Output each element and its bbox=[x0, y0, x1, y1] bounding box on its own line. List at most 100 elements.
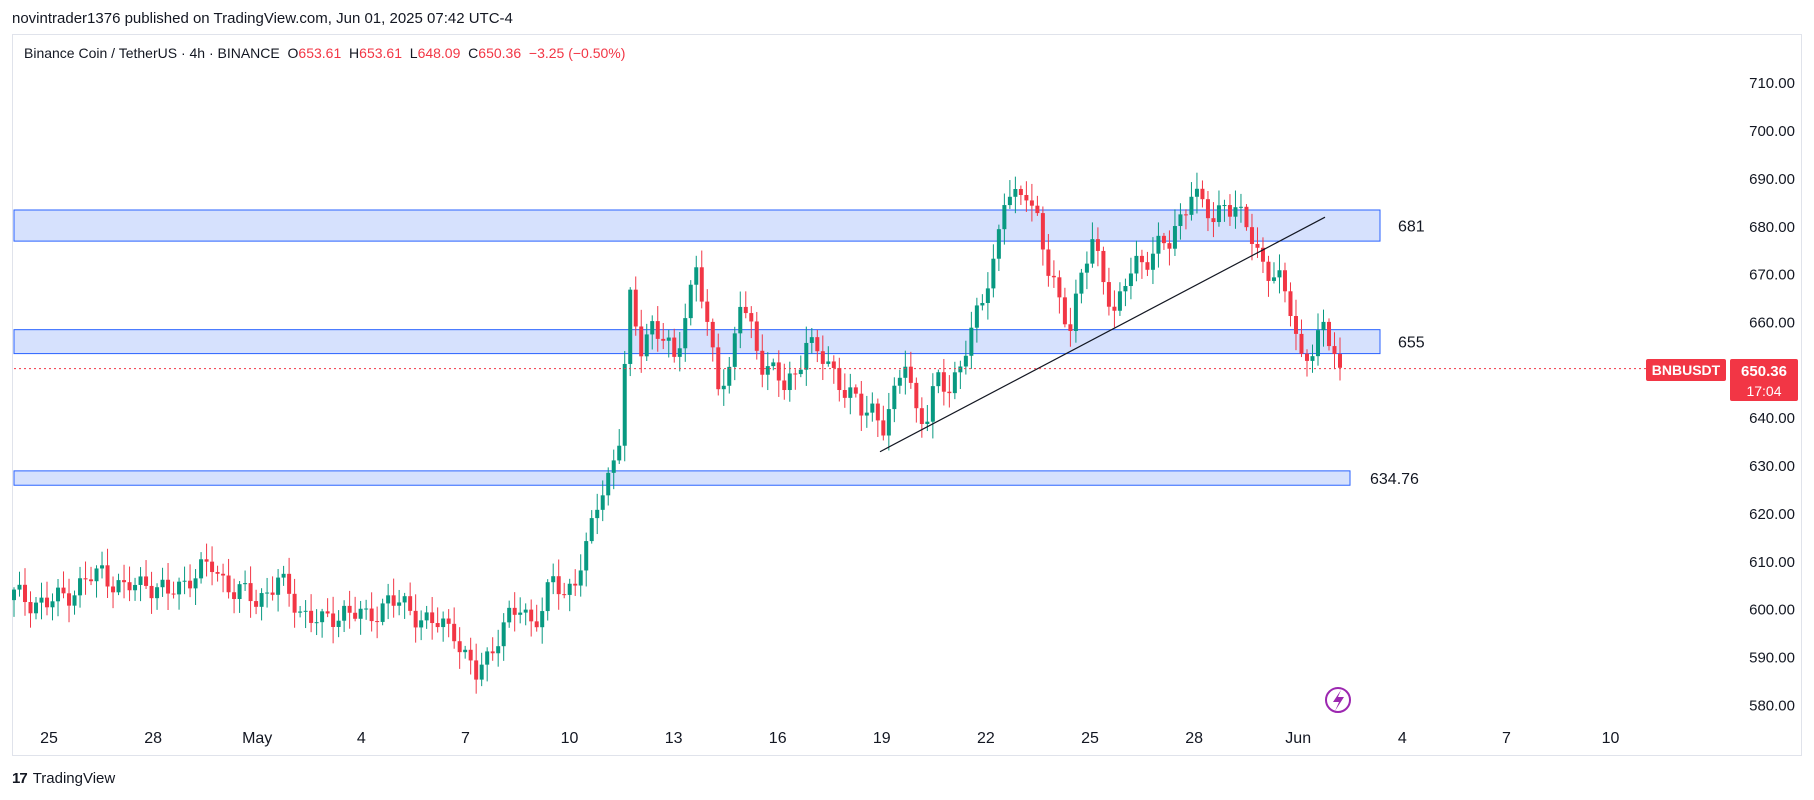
candle-body bbox=[688, 284, 693, 319]
y-tick-label: 640.00 bbox=[1749, 410, 1795, 427]
candle-body bbox=[870, 403, 875, 413]
candle-body bbox=[1040, 213, 1045, 250]
candle-body bbox=[611, 460, 616, 473]
candle-body bbox=[1183, 214, 1188, 216]
candle-body bbox=[1293, 316, 1298, 334]
candle-body bbox=[45, 597, 50, 608]
candle-body bbox=[1073, 293, 1078, 331]
x-tick-label: 7 bbox=[461, 730, 470, 747]
candle-body bbox=[567, 583, 572, 595]
x-tick-label: 13 bbox=[665, 730, 683, 747]
candle-body bbox=[485, 651, 490, 665]
candle-body bbox=[1255, 243, 1260, 248]
candle-body bbox=[842, 390, 847, 398]
candle-body bbox=[1101, 250, 1106, 283]
candle-body bbox=[83, 578, 88, 580]
candle-body bbox=[1117, 291, 1122, 311]
ticker-tag-text: BNBUSDT bbox=[1652, 362, 1721, 378]
candle-body bbox=[881, 420, 886, 436]
candle-body bbox=[1112, 306, 1117, 311]
candle-body bbox=[1233, 207, 1238, 217]
candle-body bbox=[820, 351, 825, 364]
candle-body bbox=[666, 337, 671, 341]
candle-body bbox=[853, 387, 858, 394]
candle-body bbox=[1222, 205, 1227, 207]
candle-body bbox=[529, 609, 534, 622]
low-value: 648.09 bbox=[417, 45, 461, 61]
price-tag-countdown: 17:04 bbox=[1746, 383, 1781, 399]
candle-body bbox=[1178, 214, 1183, 227]
candle-body bbox=[831, 361, 836, 368]
candle-body bbox=[298, 611, 303, 613]
candle-body bbox=[122, 580, 127, 583]
candle-body bbox=[1167, 243, 1172, 249]
candle-body bbox=[633, 289, 638, 327]
footer-brand-label: TradingView bbox=[32, 770, 116, 787]
candle-body bbox=[1189, 196, 1194, 215]
candle-body bbox=[952, 372, 957, 394]
candle-body bbox=[1134, 255, 1139, 274]
candle-body bbox=[782, 380, 787, 391]
candle-body bbox=[622, 363, 627, 446]
candle-body bbox=[1095, 239, 1100, 251]
zones-layer: 681 655 634.76 bbox=[13, 209, 1425, 488]
candle-body bbox=[556, 576, 561, 595]
candle-body bbox=[226, 575, 231, 593]
candle-body bbox=[760, 350, 765, 375]
x-tick-label: 25 bbox=[40, 730, 58, 747]
candle-body bbox=[1128, 273, 1133, 287]
candle-body bbox=[727, 366, 732, 386]
candle-body bbox=[270, 592, 275, 595]
candle-body bbox=[661, 338, 666, 341]
candle-body bbox=[1007, 196, 1012, 206]
price-tag-layer: BNBUSDT 650.36 17:04 bbox=[1646, 359, 1798, 401]
candle-body bbox=[1062, 297, 1067, 325]
candle-body bbox=[243, 583, 248, 585]
x-tick-label: 28 bbox=[144, 730, 162, 747]
flash-icon bbox=[1325, 687, 1351, 713]
candle-body bbox=[386, 595, 391, 604]
candle-body bbox=[408, 596, 413, 611]
candle-body bbox=[342, 605, 347, 621]
candle-body bbox=[56, 587, 61, 602]
x-tick-label: Jun bbox=[1285, 730, 1311, 747]
candle-body bbox=[446, 618, 451, 624]
candle-body bbox=[468, 649, 473, 661]
x-tick-label: 4 bbox=[357, 730, 366, 747]
candle-body bbox=[430, 612, 435, 624]
candle-body bbox=[210, 561, 215, 573]
candle-body bbox=[826, 361, 831, 364]
candle-body bbox=[1332, 346, 1337, 354]
x-tick-label: 10 bbox=[1602, 730, 1620, 747]
candle-body bbox=[1299, 333, 1304, 354]
candle-body bbox=[413, 610, 418, 628]
candle-body bbox=[765, 366, 770, 375]
candle-body bbox=[1156, 235, 1161, 254]
candle-body bbox=[710, 321, 715, 348]
candle-body bbox=[237, 584, 242, 600]
candle-body bbox=[925, 421, 930, 424]
candle-body bbox=[177, 581, 182, 595]
candle-body bbox=[864, 412, 869, 416]
candle-body bbox=[606, 472, 611, 496]
candle-body bbox=[116, 580, 121, 593]
candle-body bbox=[573, 583, 578, 586]
candle-body bbox=[204, 559, 209, 562]
y-tick-label: 700.00 bbox=[1749, 123, 1795, 140]
candle-body bbox=[50, 601, 55, 608]
candle-body bbox=[1029, 200, 1034, 206]
overlay-layer bbox=[14, 216, 1646, 453]
candle-body bbox=[61, 587, 66, 594]
candle-body bbox=[749, 313, 754, 322]
footer-brand[interactable]: 17 TradingView bbox=[12, 770, 115, 787]
candle-body bbox=[991, 258, 996, 289]
candle-body bbox=[721, 385, 726, 390]
x-tick-label: May bbox=[242, 730, 272, 747]
candle-body bbox=[595, 509, 600, 519]
candle-body bbox=[138, 576, 143, 585]
candle-body bbox=[254, 601, 259, 607]
candle-body bbox=[1211, 218, 1216, 223]
candle-body bbox=[1194, 188, 1199, 197]
x-tick-label: 28 bbox=[1185, 730, 1203, 747]
